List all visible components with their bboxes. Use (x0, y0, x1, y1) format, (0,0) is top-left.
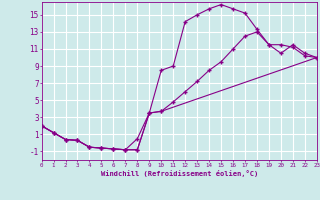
X-axis label: Windchill (Refroidissement éolien,°C): Windchill (Refroidissement éolien,°C) (100, 170, 258, 177)
